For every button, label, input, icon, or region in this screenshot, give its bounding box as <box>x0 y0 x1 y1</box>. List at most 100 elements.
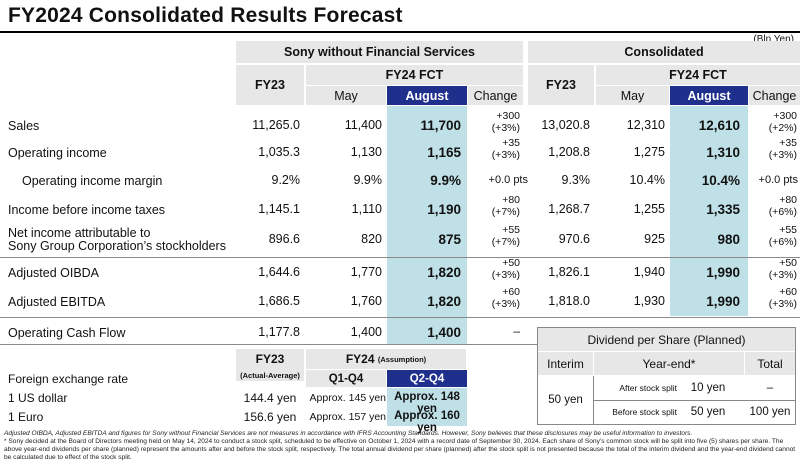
dividend-head-interim: Interim <box>538 352 593 375</box>
value-fy23-b: 1,818.0 <box>548 294 590 308</box>
dividend-before-label: Before stock split <box>612 407 677 417</box>
value-fy23-a: 9.2% <box>271 173 301 187</box>
fx-usd-q1q4: Approx. 145 yen <box>309 392 386 404</box>
change-pct-a: (+7%) <box>491 206 520 218</box>
value-august-b: 1,990 <box>706 294 740 309</box>
change-abs-a: +0.0 pts <box>488 174 528 186</box>
fx-q2q4-highlight <box>387 388 467 426</box>
row-label: Income before income taxes <box>8 203 166 217</box>
value-may-a: 11,400 <box>344 118 382 132</box>
footnote-stock-split: * Sony decided at the Board of Directors… <box>4 438 796 461</box>
row-divider <box>0 317 800 318</box>
col-head-change-a: Change <box>468 86 523 105</box>
value-fy23-a: 1,686.5 <box>258 294 300 308</box>
value-may-b: 1,275 <box>633 145 665 159</box>
value-august-a: 1,820 <box>427 265 461 280</box>
dividend-after-total: – <box>766 382 774 394</box>
value-fy23-b: 1,208.8 <box>548 145 590 159</box>
dividend-after-label: After stock split <box>619 383 677 393</box>
change-abs-a: +35 <box>502 137 520 149</box>
value-may-b: 12,310 <box>626 118 665 132</box>
col-head-fy24fct-b: FY24 FCT <box>596 65 800 85</box>
row-label: Operating income margin <box>22 174 163 188</box>
dividend-title: Dividend per Share (Planned) <box>538 328 795 351</box>
value-fy23-a: 1,145.1 <box>258 202 300 216</box>
value-fy23-a: 896.6 <box>268 232 300 246</box>
value-august-a: 1,820 <box>427 294 461 309</box>
fx-usd-fy23: 144.4 yen <box>243 391 297 405</box>
august-column-highlight-b <box>670 106 748 316</box>
value-august-a: 9.9% <box>430 173 461 188</box>
value-fy23-b: 13,020.8 <box>541 118 590 132</box>
change-pct-a: (+3%) <box>491 122 520 134</box>
fx-head-q1q4: Q1-Q4 <box>306 370 386 387</box>
fx-eur-fy23: 156.6 yen <box>243 410 297 424</box>
fx-eur-q1q4: Approx. 157 yen <box>309 411 386 423</box>
col-head-fy24fct-a: FY24 FCT <box>306 65 523 85</box>
value-august-a: 875 <box>438 232 461 247</box>
value-may-a: 1,130 <box>350 145 382 159</box>
value-august-b: 1,990 <box>706 265 740 280</box>
value-fy23-a: 11,265.0 <box>252 118 300 132</box>
value-august-b: 12,610 <box>698 118 740 133</box>
fx-head-q2q4: Q2-Q4 <box>387 370 467 387</box>
value-may-a: 9.9% <box>353 173 383 187</box>
value-august-a: 1,165 <box>427 145 461 160</box>
col-head-may-a: May <box>306 86 386 105</box>
value-august-b: 1,310 <box>706 145 740 160</box>
fx-fy24-sub: (Assumption) <box>377 354 427 364</box>
value-may-b: 1,940 <box>633 265 665 279</box>
value-may-b: 1,930 <box>633 294 665 308</box>
value-fy23-a: 1,177.8 <box>258 325 300 339</box>
change-pct-b: (+6%) <box>768 206 797 218</box>
change-abs-a: +60 <box>502 286 520 298</box>
change-abs-b: +55 <box>779 224 797 236</box>
col-head-august-a: August <box>387 86 467 105</box>
group-header-consolidated: Consolidated <box>528 41 800 63</box>
value-fy23-a: 1,644.6 <box>258 265 300 279</box>
value-fy23-b: 9.3% <box>561 173 591 187</box>
col-head-change-b: Change <box>749 86 800 105</box>
change-abs-a: +50 <box>502 257 520 269</box>
change-abs-a: – <box>513 324 520 338</box>
value-august-b: 10.4% <box>701 173 740 188</box>
value-august-a: 1,400 <box>427 325 461 340</box>
row-divider <box>0 257 800 258</box>
value-fy23-b: 1,268.7 <box>548 202 590 216</box>
row-label-line2: Sony Group Corporation’s stockholders <box>8 239 226 253</box>
change-pct-b: (+2%) <box>768 122 797 134</box>
row-label: Sales <box>8 119 40 133</box>
page-title: FY2024 Consolidated Results Forecast <box>8 4 403 27</box>
value-may-a: 1,400 <box>350 325 382 339</box>
row-label: Operating income <box>8 146 107 160</box>
value-fy23-a: 1,035.3 <box>258 145 300 159</box>
change-abs-a: +300 <box>496 110 520 122</box>
value-may-a: 820 <box>361 232 382 246</box>
fx-head-fy24: FY24 (Assumption) <box>306 349 466 369</box>
fx-fy24-label: FY24 <box>345 352 375 366</box>
change-pct-b: (+3%) <box>768 298 797 310</box>
unit-label: (Bln Yen) <box>753 34 794 45</box>
change-abs-a: +80 <box>502 194 520 206</box>
value-august-b: 1,335 <box>706 202 740 217</box>
value-may-b: 1,255 <box>633 202 665 216</box>
change-abs-b: +80 <box>779 194 797 206</box>
change-pct-a: (+3%) <box>491 298 520 310</box>
change-abs-b: +0.0 pts <box>758 174 798 186</box>
dividend-before-value: 50 yen <box>690 406 726 418</box>
value-may-a: 1,110 <box>351 202 382 216</box>
value-may-a: 1,760 <box>350 294 382 308</box>
col-head-fy23-b: FY23 <box>528 65 594 105</box>
fx-usd-label: 1 US dollar <box>8 391 68 405</box>
row-divider <box>0 344 537 345</box>
row-label: Operating Cash Flow <box>8 326 126 340</box>
col-head-august-b: August <box>670 86 748 105</box>
value-fy23-b: 970.6 <box>558 232 590 246</box>
fx-eur-q2q4: Approx. 160 yen <box>394 410 460 434</box>
change-abs-b: +50 <box>779 257 797 269</box>
change-abs-a: +55 <box>502 224 520 236</box>
value-fy23-b: 1,826.1 <box>548 265 590 279</box>
value-may-b: 925 <box>644 232 665 246</box>
dividend-head-yearend: Year-end* <box>594 352 744 375</box>
dividend-divider <box>594 400 795 401</box>
